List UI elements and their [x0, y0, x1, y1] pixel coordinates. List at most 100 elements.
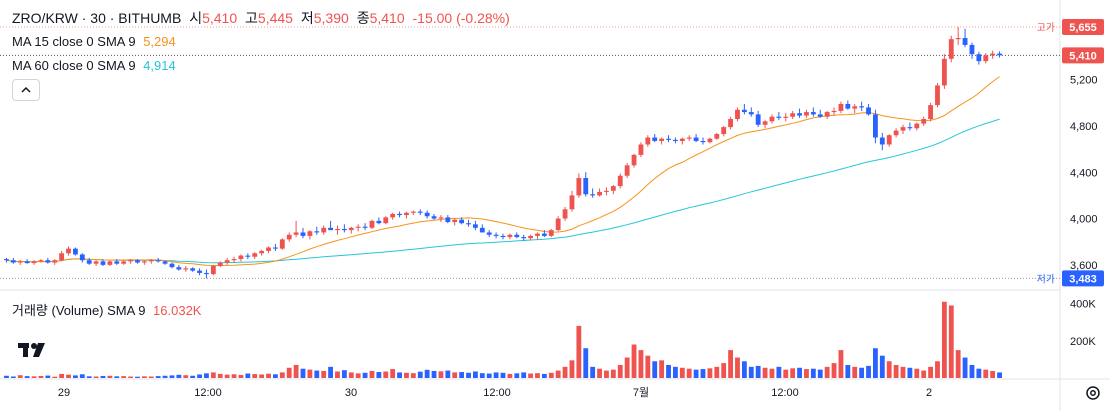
volume-label: 거래량 (Volume) SMA 9	[12, 303, 146, 318]
candle-body	[341, 228, 347, 231]
volume-bar	[755, 365, 761, 378]
volume-bar	[693, 369, 699, 378]
volume-bar	[541, 373, 547, 378]
volume-bar	[921, 370, 927, 378]
legend-ma15[interactable]: MA 15 close 0 SMA 9 5,294	[12, 34, 180, 49]
volume-bar	[300, 368, 306, 378]
volume-bar	[604, 370, 609, 378]
candle-body	[417, 211, 423, 213]
candle-body	[521, 237, 527, 239]
volume-bar	[197, 374, 202, 378]
volume-bar	[314, 370, 320, 378]
candle-body	[128, 260, 133, 262]
candle-body	[259, 250, 265, 254]
volume-bar	[286, 367, 292, 378]
price-tick-label: 3,600	[1070, 260, 1098, 272]
candle-body	[473, 224, 478, 228]
candle-body	[659, 138, 665, 142]
high-label: 고	[245, 10, 258, 26]
high-marker-tag: 고가	[1037, 22, 1055, 34]
candle-body	[514, 234, 520, 238]
volume-bar	[369, 370, 375, 378]
ma60-value: 4,914	[143, 58, 176, 73]
candle-body	[997, 53, 1002, 56]
volume-bar	[52, 376, 58, 378]
candle-body	[148, 260, 154, 262]
candle-body	[804, 112, 809, 116]
volume-bar	[700, 369, 706, 378]
volume-bar	[741, 361, 747, 378]
candle-body	[610, 186, 616, 191]
candle-body	[707, 138, 713, 143]
volume-bar	[735, 357, 740, 378]
low-marker-label-bg	[1062, 270, 1104, 287]
candle-body	[383, 217, 389, 224]
volume-bar	[355, 373, 361, 378]
candle-body	[245, 255, 251, 257]
volume-tick-label: 200K	[1070, 336, 1096, 348]
legend-volume[interactable]: 거래량 (Volume) SMA 9 16.032K	[12, 300, 205, 319]
volume-bar	[204, 373, 209, 378]
candle-body	[631, 154, 637, 166]
low-value: 5,390	[313, 10, 349, 26]
volume-bar	[824, 366, 830, 378]
volume-bar	[148, 376, 154, 378]
open-value: 5,410	[202, 10, 238, 26]
candle-body	[810, 112, 816, 115]
gear-icon[interactable]	[1084, 384, 1102, 402]
candle-body	[838, 103, 844, 111]
volume-bar	[810, 368, 816, 378]
volume-bar	[555, 370, 561, 378]
time-tick-label: 7월	[633, 386, 649, 399]
candle-body	[935, 85, 940, 106]
candle-body	[548, 230, 554, 236]
volume-bar	[190, 375, 196, 378]
candle-body	[169, 263, 175, 268]
candle-body	[562, 209, 568, 219]
candle-body	[721, 127, 727, 135]
volume-bar	[852, 366, 858, 378]
volume-bar	[528, 373, 533, 378]
volume-bar	[728, 350, 733, 378]
candle-body	[86, 260, 92, 264]
volume-bar	[445, 370, 451, 378]
volume-bar	[866, 365, 871, 378]
volume-bar	[769, 368, 775, 378]
candle-body	[866, 107, 871, 115]
volume-bar	[66, 374, 71, 378]
candle-body	[845, 103, 851, 109]
collapse-legend-button[interactable]	[12, 79, 40, 101]
tradingview-logo[interactable]	[18, 338, 48, 362]
candle-body	[328, 227, 333, 231]
volume-bar	[997, 372, 1002, 378]
volume-bar	[645, 355, 651, 378]
candle-body	[314, 231, 320, 233]
candle-body	[162, 261, 168, 264]
volume-bar	[114, 376, 120, 378]
volume-bar	[948, 305, 954, 378]
high-marker-label-bg	[1062, 18, 1104, 35]
volume-bar	[93, 376, 99, 378]
candle-body	[569, 195, 575, 210]
candle-body	[831, 110, 837, 113]
low-marker-label: 3,483	[1069, 273, 1097, 285]
time-tick-label: 12:00	[771, 387, 799, 399]
candle-body	[121, 261, 127, 264]
candle-body	[873, 114, 878, 138]
volume-bar	[466, 372, 471, 378]
volume-bar	[969, 364, 975, 378]
last-price-marker-label-bg	[1062, 47, 1104, 64]
volume-bar	[328, 366, 333, 378]
close-value: 5,410	[369, 10, 405, 26]
volume-bar	[941, 301, 947, 378]
candle-body	[355, 226, 361, 228]
legend-ma60[interactable]: MA 60 close 0 SMA 9 4,914	[12, 58, 180, 73]
candle-body	[286, 234, 292, 240]
volume-bar	[873, 348, 878, 378]
volume-bar	[155, 376, 161, 378]
low-marker-tag: 저가	[1037, 273, 1055, 285]
volume-bar	[659, 360, 665, 378]
candle-body	[990, 53, 996, 56]
volume-bar	[238, 375, 244, 378]
